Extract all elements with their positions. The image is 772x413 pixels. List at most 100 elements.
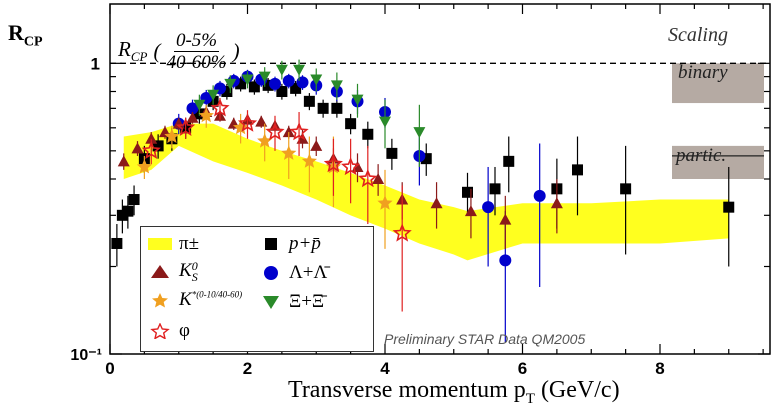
scaling-title: Scaling — [668, 24, 728, 46]
square-marker-icon — [265, 238, 277, 250]
legend-item-phi: φ — [147, 320, 190, 342]
data-points — [111, 59, 735, 342]
triangle-down-marker-icon — [263, 296, 279, 309]
data-point — [345, 118, 357, 130]
pion-swatch-icon — [148, 238, 172, 250]
legend-kshort-sup: 0 — [191, 258, 198, 273]
data-point — [503, 155, 515, 167]
data-point — [145, 132, 158, 144]
legend-kstar-main: K — [179, 289, 192, 310]
legend-item-pion: π± — [147, 233, 199, 255]
legend-kshort-sub: S — [191, 269, 198, 284]
circle-marker-icon — [264, 266, 278, 280]
y-tick-label: 10⁻¹ — [70, 347, 102, 364]
data-point — [293, 64, 306, 76]
legend-kstar-sup: *(0-10/40-60) — [191, 289, 243, 300]
legend-label-lambda: Λ+Λ̄ — [289, 262, 328, 283]
data-point — [186, 102, 199, 115]
y-axis-title-main: R — [8, 20, 24, 45]
legend-label-kstar: K*(0-10/40-60) — [179, 289, 242, 311]
data-point — [237, 113, 258, 132]
triangle-up-marker-icon — [151, 265, 169, 279]
scaling-bands — [672, 63, 764, 179]
data-point — [265, 121, 285, 141]
partic-band-label: partic. — [676, 145, 727, 166]
data-point — [499, 254, 512, 267]
ratio-prefix-sub: CP — [130, 49, 148, 65]
data-point — [620, 183, 632, 195]
data-point — [186, 111, 199, 123]
x-tick-label: 8 — [655, 359, 664, 378]
data-point — [723, 201, 735, 213]
ratio-prefix: RCP — [118, 37, 147, 65]
x-axis-title-unit: (GeV/c) — [534, 377, 620, 403]
x-axis-title: Transverse momentum pT (GeV/c) — [288, 377, 620, 408]
star-marker-icon — [152, 293, 168, 308]
legend-label-phi: φ — [179, 320, 190, 341]
data-point — [303, 95, 315, 107]
data-point — [533, 189, 546, 202]
x-tick-label: 0 — [105, 359, 114, 378]
data-point — [462, 186, 473, 198]
data-point — [257, 133, 273, 148]
ratio-numerator: 0-5% — [173, 30, 220, 52]
data-point — [377, 195, 393, 210]
x-tick-label: 2 — [243, 359, 252, 378]
legend-label-pion: π± — [179, 233, 200, 254]
data-point — [117, 155, 130, 167]
data-point — [317, 102, 329, 114]
data-point — [111, 237, 123, 249]
data-point — [341, 156, 361, 176]
x-tick-label: 6 — [518, 359, 527, 378]
data-point — [164, 128, 180, 143]
data-point — [489, 183, 501, 195]
data-point — [276, 86, 288, 97]
data-point — [248, 81, 260, 93]
data-point — [258, 71, 271, 83]
data-point — [330, 80, 343, 92]
data-point — [235, 78, 247, 90]
data-point — [362, 128, 374, 140]
data-point — [207, 89, 220, 101]
data-point — [550, 197, 563, 209]
legend-label-proton: p+p̄ — [289, 233, 321, 254]
data-point — [482, 201, 495, 214]
legend-item-proton: p+p̄ — [261, 233, 321, 255]
data-point — [275, 64, 288, 76]
legend-label-xi: Ξ+Ξ̄ — [289, 291, 325, 312]
data-point — [128, 194, 140, 206]
data-point — [379, 116, 391, 128]
y-axis-title: RCP — [8, 20, 43, 50]
data-point — [176, 117, 196, 137]
data-point — [281, 145, 297, 160]
data-point — [210, 98, 230, 117]
data-point — [413, 127, 426, 139]
data-point — [464, 205, 477, 217]
ratio-prefix-main: R — [118, 37, 131, 62]
ratio-definition: RCP ( 0-5% 40-60% ) — [118, 30, 240, 73]
x-axis-title-main: Transverse momentum p — [288, 377, 526, 403]
data-point — [152, 140, 164, 152]
data-point — [358, 168, 378, 188]
data-point — [282, 126, 295, 138]
ratio-denominator: 40-60% — [166, 52, 227, 73]
partic-band — [672, 145, 764, 179]
data-point — [122, 205, 134, 217]
data-point — [372, 173, 385, 184]
legend-item-lambda: Λ+Λ̄ — [261, 262, 327, 284]
legend-item-xi: Ξ+Ξ̄ — [261, 291, 324, 313]
data-point — [420, 153, 432, 165]
data-point — [289, 122, 309, 141]
ratio-close-paren: ) — [232, 39, 240, 63]
data-point — [136, 159, 152, 174]
data-point — [301, 153, 317, 168]
data-point — [296, 76, 309, 89]
open-star-marker-icon — [150, 323, 170, 339]
data-point — [351, 160, 364, 172]
data-point — [241, 74, 254, 86]
x-tick-label: 4 — [380, 359, 390, 378]
data-point — [141, 140, 161, 160]
data-point — [331, 102, 343, 114]
